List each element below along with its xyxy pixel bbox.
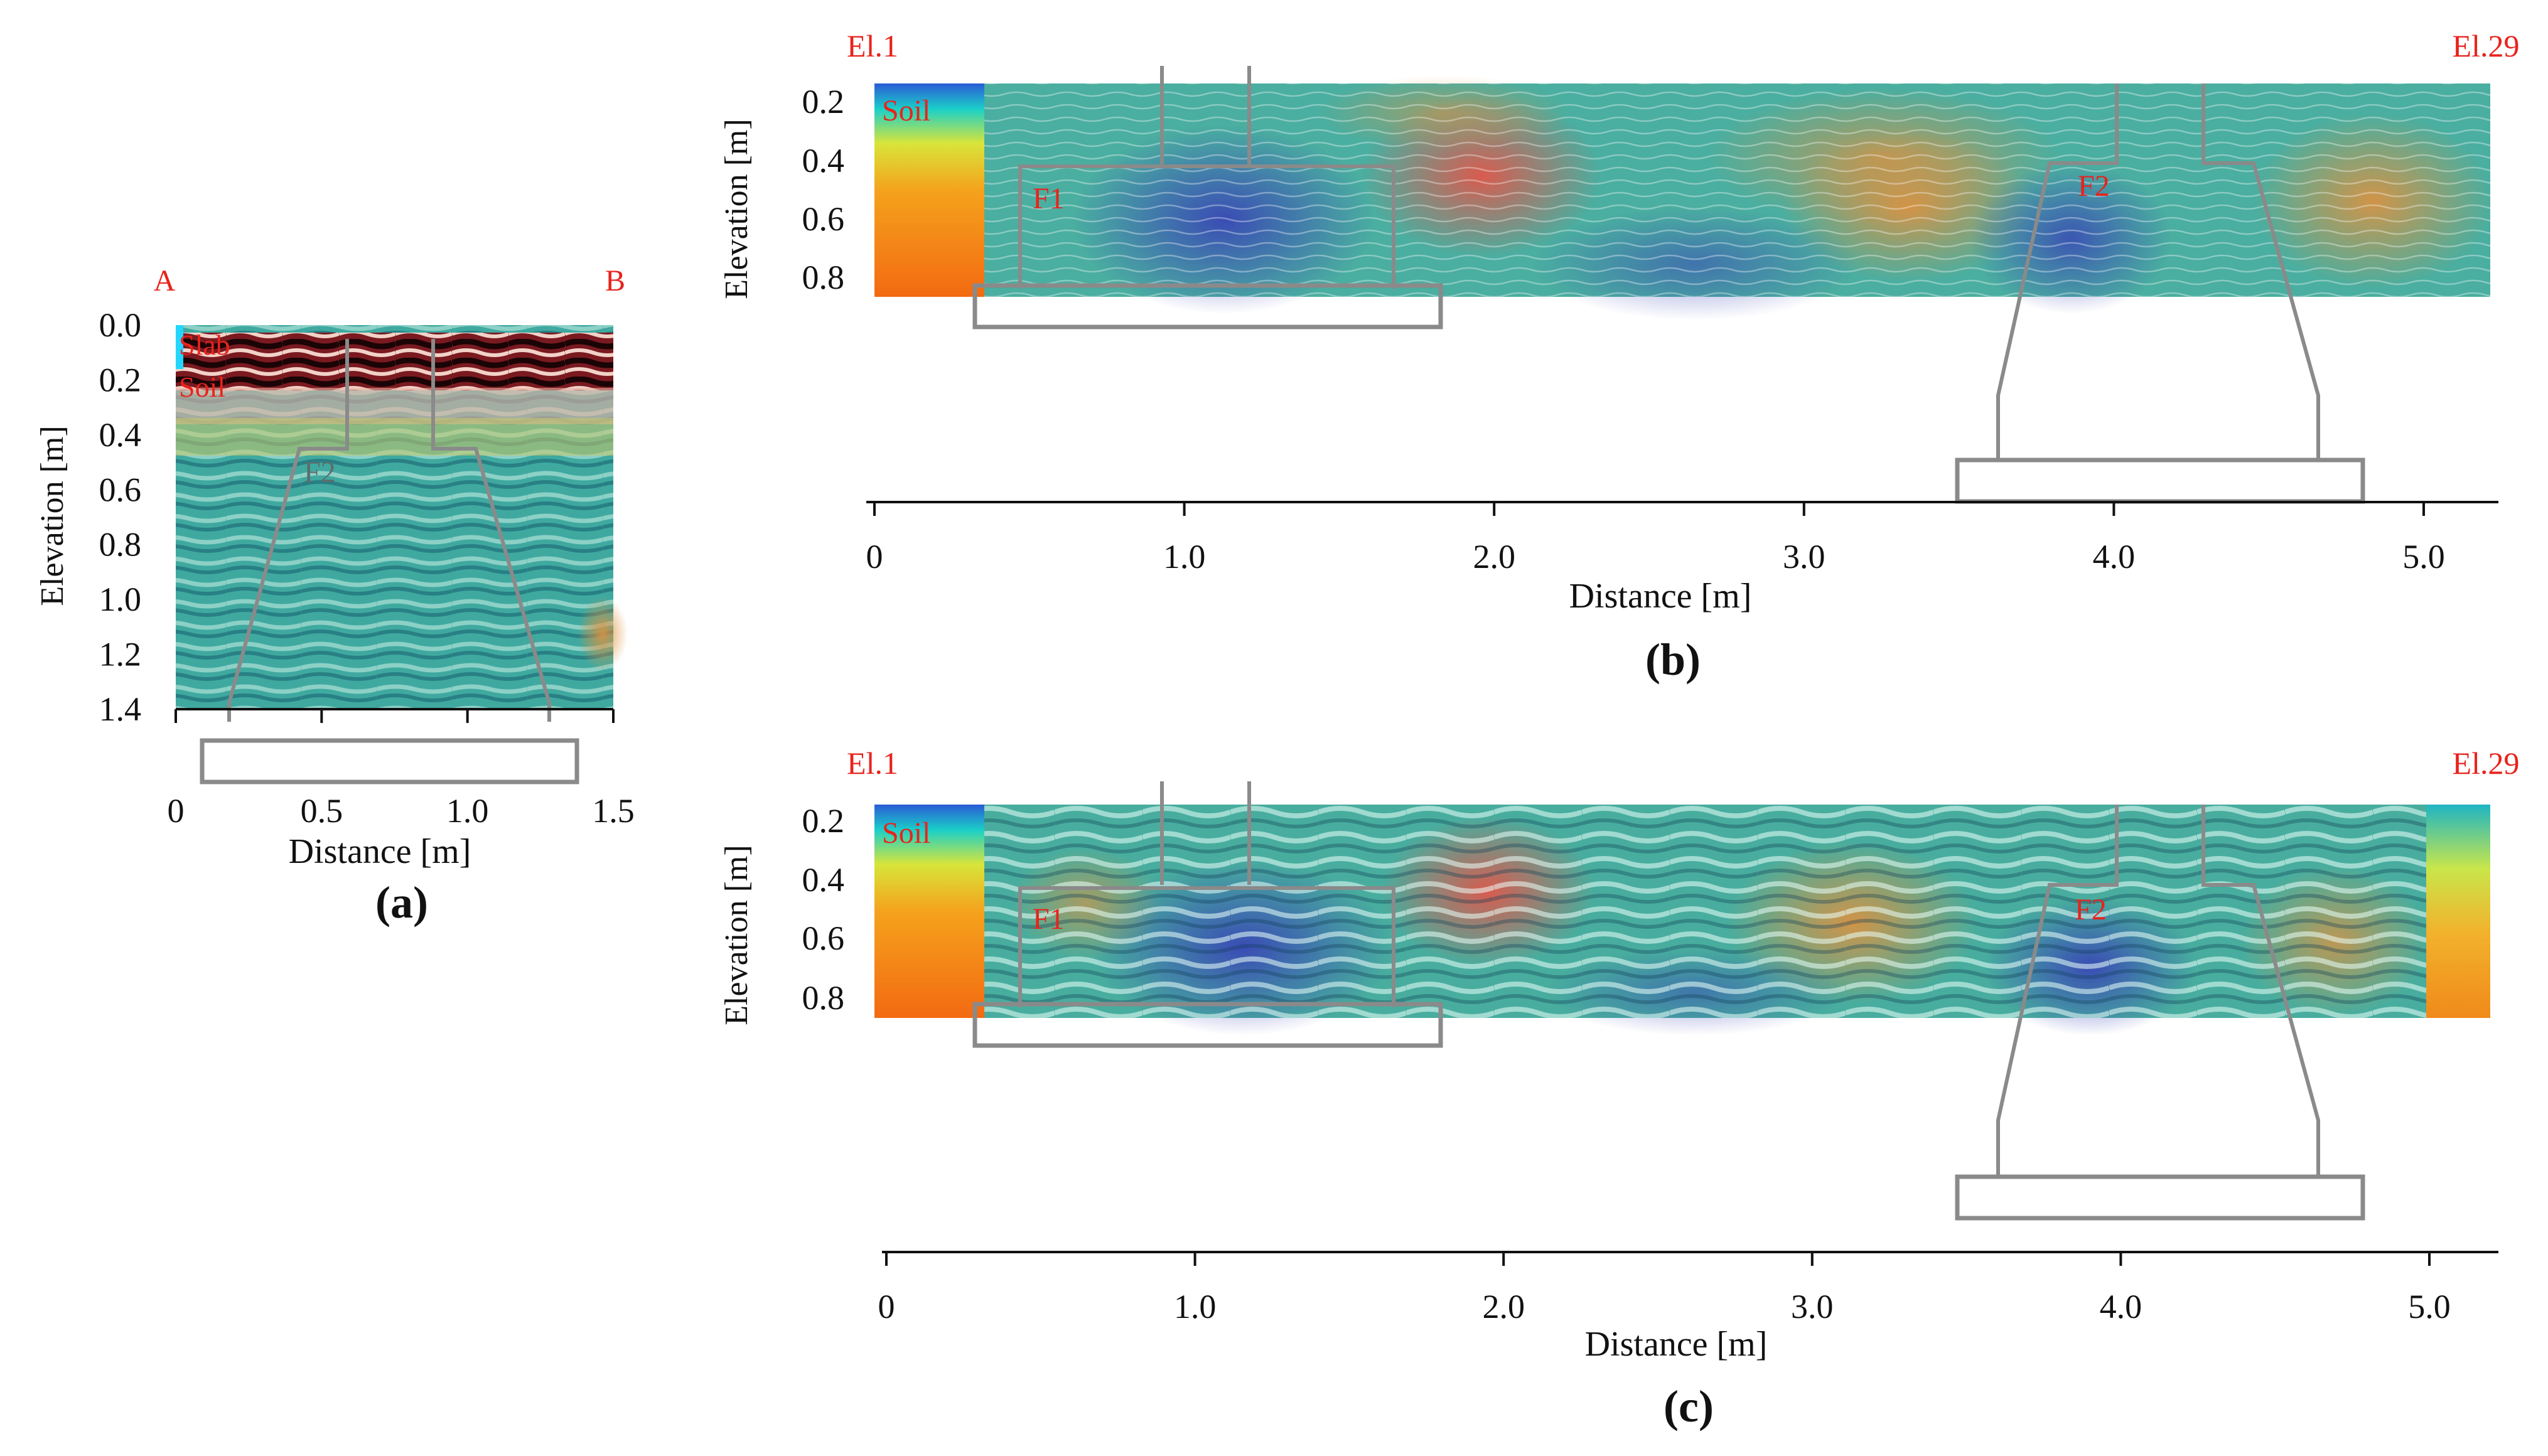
x-tick-label: 3.0	[1791, 1288, 1834, 1325]
end-label-a: A	[154, 264, 176, 297]
feature-label-f2-c: F2	[2075, 893, 2107, 926]
panel-label-a: (a)	[375, 877, 428, 928]
y-tick-label: 1.2	[99, 636, 142, 673]
y-ticks-c: 0.2 0.4 0.6 0.8	[802, 802, 845, 1017]
x-tick-label: 1.0	[446, 792, 489, 830]
panel-label-b: (b)	[1645, 634, 1701, 685]
resistivity-image-c	[874, 805, 2490, 1036]
x-tick-label: 3.0	[1783, 538, 1825, 575]
y-tick-label: 0.6	[802, 919, 845, 957]
layer-label-soil-c: Soil	[882, 816, 930, 850]
x-tick-label: 5.0	[2408, 1288, 2451, 1325]
x-tick-label: 5.0	[2402, 538, 2445, 575]
y-axis-label-c: Elevation [m]	[719, 845, 755, 1025]
y-tick-label: 0.8	[802, 979, 845, 1017]
y-tick-label: 0.6	[802, 200, 845, 238]
footing-a	[200, 738, 579, 784]
radargram-image	[176, 325, 628, 709]
y-axis-label-b: Elevation [m]	[719, 119, 755, 299]
x-axis-label-a: Distance [m]	[289, 832, 471, 871]
x-tick-label: 4.0	[2100, 1288, 2142, 1325]
y-tick-label: 0.0	[99, 306, 142, 344]
x-tick-label: 2.0	[1473, 538, 1515, 575]
panel-c: El.1 El.29 Soil F1 F2 0 1.	[719, 746, 2519, 1432]
feature-label-f1-c: F1	[1033, 902, 1065, 936]
y-tick-label: 0.6	[99, 471, 142, 508]
end-label-el29-c: El.29	[2453, 746, 2520, 781]
layer-label-soil-a: Soil	[179, 371, 225, 403]
x-tick-label: 4.0	[2093, 538, 2136, 575]
x-ticks-b: 0 1.0 2.0 3.0 4.0 5.0	[866, 502, 2445, 575]
y-axis-label-a: Elevation [m]	[35, 426, 70, 606]
x-tick-label: 0	[168, 792, 185, 830]
y-tick-label: 0.4	[802, 861, 845, 899]
footing-f1-c	[972, 1002, 1443, 1048]
x-axis-label-c: Distance [m]	[1585, 1325, 1768, 1364]
y-tick-label: 0.8	[802, 259, 845, 296]
y-tick-label: 0.2	[802, 802, 845, 840]
y-tick-label: 0.8	[99, 526, 142, 564]
y-tick-label: 0.2	[99, 361, 142, 399]
x-ticks-c: 0 1.0 2.0 3.0 4.0 5.0	[878, 1252, 2451, 1325]
footing-f2-b	[1955, 458, 2365, 504]
y-tick-label: 0.4	[802, 142, 845, 179]
resistivity-image-b	[874, 75, 2492, 320]
x-tick-label: 0	[866, 538, 883, 575]
x-tick-label: 2.0	[1482, 1288, 1525, 1325]
y-ticks-a: 0.0 0.2 0.4 0.6 0.8 1.0 1.2 1.4	[99, 306, 142, 728]
y-ticks-b: 0.2 0.4 0.6 0.8	[802, 83, 845, 296]
layer-label-soil-b: Soil	[882, 94, 930, 127]
feature-label-f2-a: F2	[304, 456, 336, 489]
layer-label-slab-a: Slab	[179, 329, 230, 361]
end-label-el1-c: El.1	[847, 746, 898, 781]
panel-label-c: (c)	[1664, 1381, 1714, 1432]
x-tick-label: 1.0	[1174, 1288, 1217, 1325]
panel-b: El.1 El.29 Soil F1 F2 0 1.	[719, 28, 2519, 685]
footing-f2-c	[1955, 1174, 2365, 1221]
x-ticks-a: 0 0.5 1.0 1.5	[168, 709, 635, 830]
end-label-el29-b: El.29	[2453, 28, 2520, 63]
end-label-b: B	[605, 264, 625, 297]
feature-label-f2-b: F2	[2078, 169, 2110, 203]
x-tick-label: 1.5	[592, 792, 635, 830]
y-tick-label: 0.4	[99, 416, 142, 454]
x-tick-label: 1.0	[1163, 538, 1206, 575]
y-tick-label: 1.0	[99, 581, 142, 618]
structure-outline-c	[972, 781, 2365, 1221]
end-label-el1-b: El.1	[847, 28, 898, 63]
footing-f1-b	[972, 283, 1443, 329]
panel-a: A B Slab Soil F2 0 0.5 1.0 1.5 0.0 0.2 0.4 0.6…	[35, 264, 635, 928]
y-tick-label: 0.2	[802, 83, 845, 120]
x-axis-label-b: Distance [m]	[1569, 577, 1752, 616]
y-tick-label: 1.4	[99, 690, 142, 728]
x-tick-label: 0	[878, 1288, 895, 1325]
x-tick-label: 0.5	[301, 792, 343, 830]
feature-label-f1-b: F1	[1033, 182, 1065, 215]
